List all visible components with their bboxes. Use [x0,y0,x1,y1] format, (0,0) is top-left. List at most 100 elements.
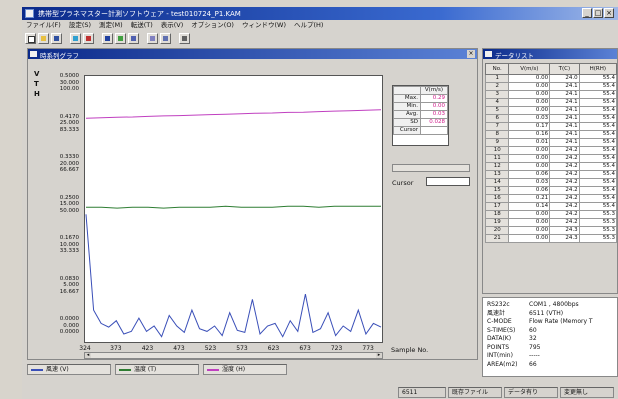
scroll-right-arrow[interactable]: ▸ [376,352,382,358]
series-line-2 [85,109,382,119]
table-cell: 24.2 [549,162,580,171]
plot-area[interactable] [84,75,383,343]
table-cell: 24.1 [549,122,580,131]
graph-window-icon [30,51,37,57]
table-row[interactable]: 13 0.06 24.2 55.4 [484,170,617,179]
table-cell: 55.4 [578,98,617,107]
table-row[interactable]: 4 0.00 24.1 55.4 [484,98,617,107]
cursor-value-field[interactable] [426,177,470,186]
table-row[interactable]: 12 0.00 24.2 55.4 [484,162,617,171]
col-header-no[interactable]: No. [484,63,510,75]
table-button[interactable] [160,32,171,44]
menu-settings[interactable]: 設定(S) [68,21,92,29]
transfer-icon [118,35,123,41]
table-cell: 20 [484,226,510,235]
transfer-button[interactable] [115,32,126,44]
table-row[interactable]: 1 0.00 24.0 55.4 [484,74,617,83]
legend-item-wind-speed[interactable]: 風速 (V) [27,364,111,375]
menu-help[interactable]: ヘルプ(H) [293,21,324,29]
measure-button[interactable] [102,32,113,44]
table-cell: 24.1 [549,98,580,107]
scroll-left-arrow[interactable]: ◂ [85,352,91,358]
y-tick-label: 0.0000 [59,316,79,322]
measure-icon [105,35,110,41]
menu-transfer[interactable]: 転送(T) [130,21,153,29]
table-cell: 55.4 [578,186,617,195]
meter-button[interactable] [83,32,94,44]
legend-line-wind-speed [31,368,43,371]
menu-file[interactable]: ファイル(F) [26,21,61,29]
save-button[interactable] [51,32,62,44]
table-cell: 0.00 [508,226,551,235]
stats-value-sd: 0.028 [419,118,449,127]
table-icon [163,35,168,41]
menu-window[interactable]: ウィンドウ(W) [241,21,286,29]
legend-item-temperature[interactable]: 温度 (T) [115,364,199,375]
table-cell: 55.3 [578,218,617,227]
print-button[interactable] [179,32,190,44]
maximize-button[interactable]: □ [593,8,603,18]
table-row[interactable]: 17 0.14 24.2 55.4 [484,202,617,211]
table-row[interactable]: 16 0.21 24.2 55.4 [484,194,617,203]
table-cell: 0.00 [508,210,551,219]
graph-horizontal-scrollbar[interactable]: ◂ ▸ [84,352,383,359]
new-file-button[interactable] [25,32,36,44]
col-header-v[interactable]: V(m/s) [508,63,551,75]
table-cell: 55.4 [578,114,617,123]
table-row[interactable]: 11 0.00 24.2 55.4 [484,154,617,163]
app-icon [25,9,34,18]
table-row[interactable]: 6 0.03 24.1 55.4 [484,114,617,123]
table-row[interactable]: 7 0.17 24.1 55.4 [484,122,617,131]
table-row[interactable]: 18 0.00 24.2 55.3 [484,210,617,219]
table-cell: 55.4 [578,130,617,139]
menu-view[interactable]: 表示(V) [160,21,184,29]
table-cell: 0.00 [508,90,551,99]
list-button[interactable] [147,32,158,44]
table-cell: 7 [484,122,510,131]
open-file-button[interactable] [38,32,49,44]
legend-label-temperature: 温度 (T) [134,366,157,373]
axis-letters: V T H [34,69,44,99]
table-cell: 0.00 [508,74,551,83]
table-cell: 4 [484,98,510,107]
chart-button[interactable] [128,32,139,44]
legend-item-humidity[interactable]: 湿度 (H) [203,364,287,375]
table-cell: 10 [484,146,510,155]
table-cell: 0.00 [508,82,551,91]
meter-icon [86,35,91,41]
info-key: DATA(K) [487,335,512,342]
close-button[interactable]: × [604,8,614,18]
info-row: 風速計 6511 (VTH) [487,310,613,319]
y-tick-label: 0.000 [63,322,79,329]
table-row[interactable]: 19 0.00 24.2 55.3 [484,218,617,227]
graph-window-close-button[interactable]: × [467,50,475,58]
floppy-icon [54,35,59,41]
graph-button[interactable] [70,32,81,44]
y-tick-label: 20.000 [59,160,79,167]
table-cell: 3 [484,90,510,99]
table-row[interactable]: 5 0.00 24.1 55.4 [484,106,617,115]
info-value: COM1 , 4800bps [529,301,579,308]
table-row[interactable]: 3 0.00 24.1 55.4 [484,90,617,99]
table-cell: 17 [484,202,510,211]
table-row[interactable]: 20 0.00 24.3 55.3 [484,226,617,235]
x-tick-label: 373 [110,345,122,352]
table-row[interactable]: 2 0.00 24.1 55.4 [484,82,617,91]
col-header-t[interactable]: T(C) [549,63,580,75]
table-row[interactable]: 15 0.06 24.2 55.4 [484,186,617,195]
table-row[interactable]: 14 0.03 24.2 55.4 [484,178,617,187]
menu-options[interactable]: オプション(O) [191,21,234,29]
table-cell: 24.3 [549,226,580,235]
table-row[interactable]: 9 0.01 24.1 55.4 [484,138,617,147]
table-row[interactable]: 10 0.00 24.2 55.4 [484,146,617,155]
stats-scrollbar[interactable] [392,164,470,172]
minimize-button[interactable]: _ [582,8,592,18]
table-row[interactable]: 21 0.00 24.3 55.3 [484,234,617,243]
table-cell: 18 [484,210,510,219]
stats-value-avg: 0.03 [419,110,449,119]
table-row[interactable]: 8 0.16 24.1 55.4 [484,130,617,139]
col-header-h[interactable]: H(RH) [578,63,617,75]
table-cell: 55.4 [578,162,617,171]
stats-panel: V(m/s) Max. 0.29 Min. 0.00 Avg. 0.03 SD 0.02… [392,85,449,146]
menu-measure[interactable]: 測定(M) [99,21,123,29]
